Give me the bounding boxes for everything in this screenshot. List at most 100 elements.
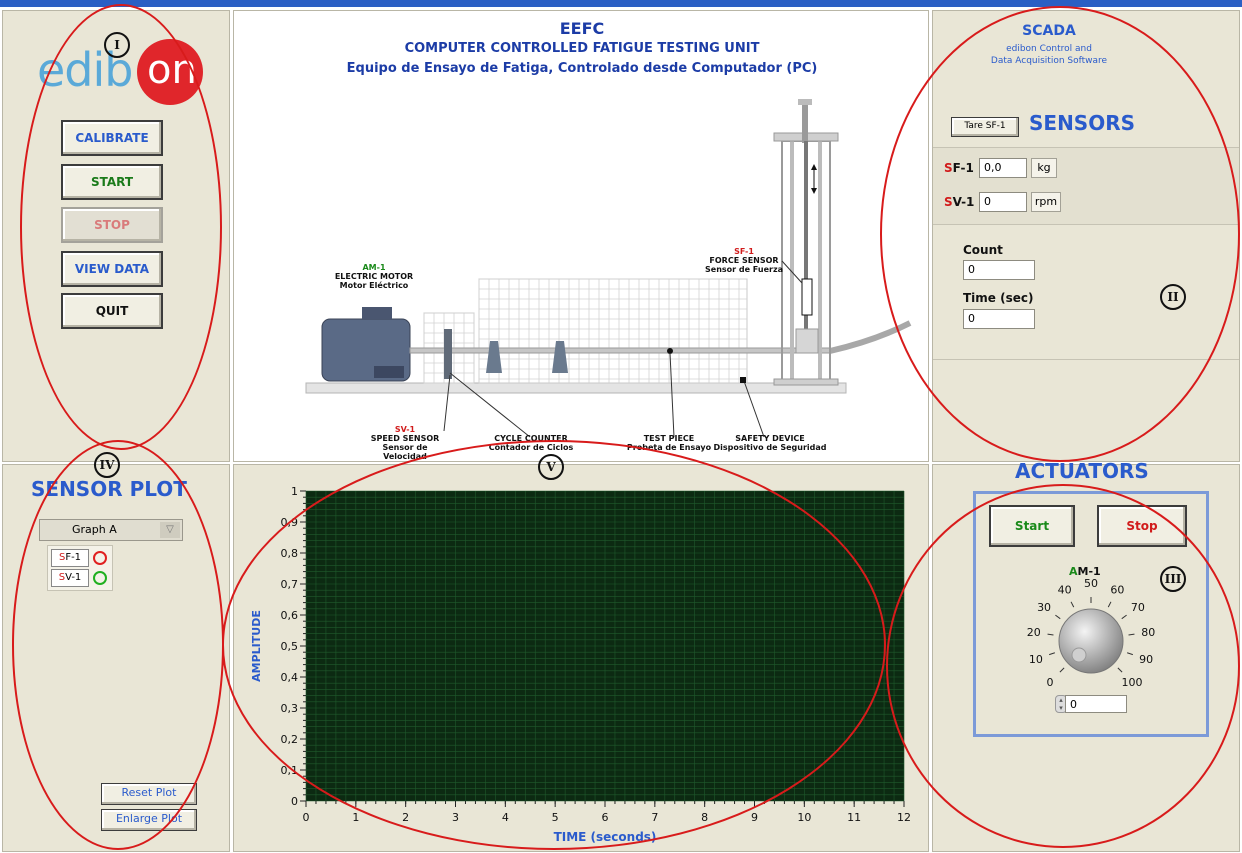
y-tick-label: 0,5 — [281, 640, 299, 653]
annotation-marker-ii: II — [1160, 284, 1186, 310]
plot-panel: 0 1 2 3 4 5 6 7 8 9 10 11 12 0 0,1 0,2 0,3 0,4 0,5 0,6 0,7 0,… — [233, 464, 929, 852]
knob-tick-label: 90 — [1139, 653, 1153, 666]
sf1-label: SF-1 — [944, 161, 974, 175]
diagram-title-en: COMPUTER CONTROLLED FATIGUE TESTING UNIT — [404, 41, 760, 56]
logo-circle — [137, 39, 203, 105]
stop-button[interactable]: STOP — [61, 207, 163, 243]
knob-body — [1058, 608, 1124, 674]
knob-tag: AM-1 — [1069, 565, 1101, 578]
motor-label: AM-1 ELECTRIC MOTOR Motor Eléctrico — [334, 263, 414, 290]
actuator-stop-button[interactable]: Stop — [1097, 505, 1187, 547]
force-sensor — [801, 278, 813, 316]
sv1-label: SV-1 — [944, 195, 975, 209]
y-tick-label: 0,1 — [281, 764, 299, 777]
force-sensor-label: SF-1 FORCE SENSOR Sensor de Fuerza — [694, 247, 794, 274]
counter-name-es: Contador de Ciclos — [488, 443, 574, 452]
x-tick-label: 6 — [602, 811, 609, 824]
knob-tick-label: 20 — [1027, 626, 1041, 639]
tare-sf1-button[interactable]: Tare SF-1 — [951, 117, 1019, 137]
machine-base — [305, 382, 847, 394]
window-top-bar — [0, 0, 1242, 7]
am1-speed-knob[interactable]: 010 20 30 40 50 60 70 80 90 100 — [1011, 573, 1171, 703]
x-tick-label: 10 — [797, 811, 811, 824]
knob-tick-label: 80 — [1141, 626, 1155, 639]
x-tick-label: 3 — [452, 811, 459, 824]
scada-line1: edibon Control and — [1006, 44, 1092, 54]
legend-sv1-color-icon — [93, 571, 107, 585]
y-tick-label: 0,2 — [281, 733, 299, 746]
annotation-marker-iv: IV — [94, 452, 120, 478]
drive-shaft — [409, 347, 831, 354]
graph-select[interactable]: Graph A ▽ — [39, 519, 183, 541]
sensor-plot-panel: SENSOR PLOT Graph A ▽ SF-1 SV-1 Reset Pl… — [2, 464, 230, 852]
y-tick-label: 0,6 — [281, 609, 299, 622]
calibrate-button[interactable]: CALIBRATE — [61, 120, 163, 156]
y-tick-label: 1 — [291, 485, 298, 498]
force-name-es: Sensor de Fuerza — [705, 265, 783, 274]
sensors-divider — [933, 359, 1239, 360]
count-value: 0 — [963, 260, 1035, 280]
sensors-title: SENSORS — [1029, 111, 1136, 135]
bearing-2 — [552, 341, 568, 373]
x-tick-label: 5 — [552, 811, 559, 824]
quit-button[interactable]: QUIT — [61, 293, 163, 329]
y-tick-label: 0 — [291, 795, 298, 808]
knob-tick-label: 100 — [1122, 676, 1143, 689]
counter-name: CYCLE COUNTER — [494, 434, 568, 443]
motor-tag: AM-1 — [362, 263, 386, 272]
knob-tick-label: 70 — [1131, 601, 1145, 614]
actuators-panel: ACTUATORS Start Stop AM-1 0 10 20 30 40 50 60 7… — [932, 459, 1240, 852]
view-data-button[interactable]: VIEW DATA — [61, 251, 163, 287]
scada-title: SCADA — [1022, 23, 1076, 39]
speed-sensor-label: SV-1 SPEED SENSOR Sensor de Velocidad — [360, 425, 450, 461]
piece-name: TEST PIECE — [643, 434, 695, 443]
x-tick-label: 1 — [352, 811, 359, 824]
enlarge-plot-button[interactable]: Enlarge Plot — [101, 809, 197, 831]
chevron-down-icon[interactable]: ▽ — [160, 522, 180, 538]
cycle-counter-label: CYCLE COUNTER Contador de Ciclos — [486, 434, 576, 452]
force-tag: SF-1 — [734, 247, 754, 256]
knob-tick-label: 10 — [1029, 653, 1043, 666]
y-tick-label: 0,9 — [281, 516, 299, 529]
actuator-start-button[interactable]: Start — [989, 505, 1075, 547]
actuators-title: ACTUATORS — [1015, 459, 1149, 483]
y-tick-label: 0,3 — [281, 702, 299, 715]
diagram-code: EEFC — [559, 19, 605, 38]
count-label: Count — [963, 243, 1003, 257]
motor-name-es: Motor Eléctrico — [339, 281, 409, 290]
y-tick-label: 0,4 — [281, 671, 299, 684]
machine-drawing — [305, 99, 912, 438]
test-piece-label: TEST PIECE Probeta de Ensayo — [624, 434, 714, 452]
bearing-1 — [486, 341, 502, 373]
safety-cage — [423, 278, 748, 384]
process-diagram: EEFC COMPUTER CONTROLLED FATIGUE TESTING… — [233, 10, 929, 462]
knob-value[interactable]: 0 — [1065, 695, 1127, 713]
sv1-value: 0 — [979, 192, 1027, 212]
legend-item-sf1[interactable]: SF-1 — [51, 549, 89, 567]
knob-stepper-icon[interactable]: ▴ ▾ — [1055, 695, 1067, 713]
sf1-unit: kg — [1031, 158, 1057, 178]
safety-name-es: Dispositivo de Seguridad — [713, 443, 827, 452]
speed-name: SPEED SENSOR — [370, 434, 440, 443]
actuators-box — [973, 491, 1209, 737]
x-tick-label: 8 — [701, 811, 708, 824]
safety-device-label: SAFETY DEVICE Dispositivo de Seguridad — [710, 434, 830, 452]
time-value: 0 — [963, 309, 1035, 329]
control-panel: edib on CALIBRATE START STOP VIEW DATA Q… — [2, 10, 230, 462]
reset-plot-button[interactable]: Reset Plot — [101, 783, 197, 805]
safety-name: SAFETY DEVICE — [735, 434, 805, 443]
annotation-marker-i: I — [104, 32, 130, 58]
start-button[interactable]: START — [61, 164, 163, 200]
sv1-unit: rpm — [1031, 192, 1061, 212]
scada-line2: Data Acquisition Software — [990, 56, 1108, 66]
x-tick-label: 0 — [303, 811, 310, 824]
speed-tag: SV-1 — [394, 425, 416, 434]
legend-item-sv1[interactable]: SV-1 — [51, 569, 89, 587]
x-tick-label: 7 — [651, 811, 658, 824]
piece-name-es: Probeta de Ensayo — [626, 443, 712, 452]
logo-text-on: on — [147, 47, 197, 93]
amplitude-plot: 0 1 2 3 4 5 6 7 8 9 10 11 1200,10,20,30,40,50,60,70,… — [250, 485, 911, 844]
x-tick-label: 2 — [402, 811, 409, 824]
x-tick-label: 12 — [897, 811, 911, 824]
y-tick-label: 0,7 — [281, 578, 299, 591]
